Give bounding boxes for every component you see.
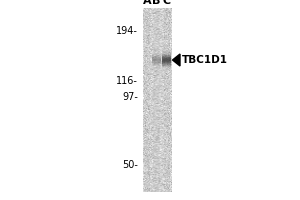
Text: 50-: 50- bbox=[122, 160, 138, 170]
Text: 97-: 97- bbox=[122, 92, 138, 102]
Text: 194-: 194- bbox=[116, 26, 138, 36]
Text: B: B bbox=[152, 0, 160, 6]
Text: A: A bbox=[143, 0, 151, 6]
Polygon shape bbox=[172, 54, 180, 66]
Text: TBC1D1: TBC1D1 bbox=[182, 55, 227, 65]
Text: 116-: 116- bbox=[116, 76, 138, 86]
Text: C: C bbox=[162, 0, 171, 6]
